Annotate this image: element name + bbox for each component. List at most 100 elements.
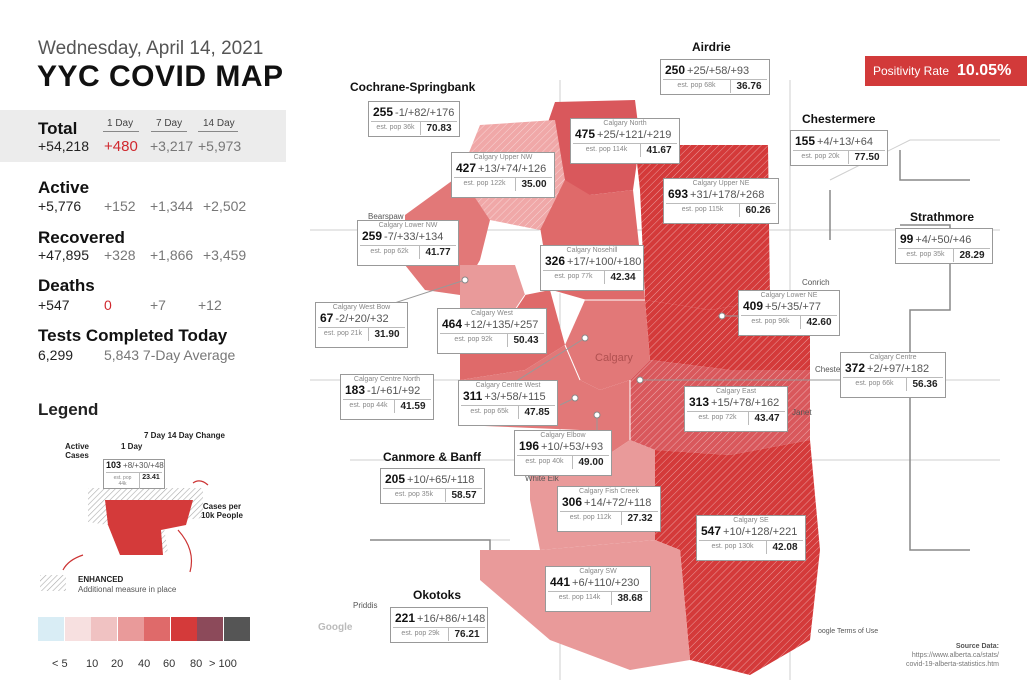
upper-nw-rate: 35.00 — [521, 179, 547, 190]
sw-pop: est. pop 114k — [548, 592, 612, 605]
east-box: Calgary East 313 +15/+78/+162 est. pop 72… — [684, 386, 788, 432]
okotoks-pop: est. pop 29k — [393, 628, 449, 641]
fish-creek-rate: 27.32 — [627, 513, 653, 524]
canmore-pop: est. pop 35k — [383, 489, 446, 502]
col-7day: 7 Day — [156, 118, 183, 129]
map-label-janet: Janet — [792, 408, 812, 417]
legend-example-rate: 23.41 — [142, 474, 160, 481]
west-chg: +12/+135/+257 — [464, 319, 539, 331]
east-rate: 43.47 — [754, 413, 780, 424]
chestermere-chg: +4/+13/+64 — [817, 136, 874, 148]
strathmore-pop: est. pop 35k — [898, 249, 954, 262]
strathmore-chg: +4/+50/+46 — [915, 234, 972, 246]
airdrie-chg: +25/+58/+93 — [687, 65, 750, 77]
north-pop: est. pop 114k — [573, 144, 641, 157]
west-pop: est. pop 92k — [440, 334, 508, 347]
lower-nw-box: Calgary Lower NW 259 -7/+33/+134 est. pop… — [357, 220, 459, 266]
lower-nw-name: Calgary Lower NW — [378, 222, 438, 229]
lower-nw-rate: 41.77 — [425, 247, 451, 258]
upper-nw-name: Calgary Upper NW — [473, 154, 533, 161]
upper-nw-pop: est. pop 122k — [454, 178, 516, 191]
scale-label: 10 — [86, 658, 99, 670]
chestermere-active: 155 — [795, 134, 816, 148]
sw-box: Calgary SW 441 +6/+110/+230 est. pop 114k… — [545, 566, 651, 612]
legend-region-shape — [105, 500, 193, 555]
scale-swatch — [64, 617, 91, 641]
se-chg: +10/+128/+221 — [723, 526, 798, 538]
upper-nw-chg: +13/+74/+126 — [478, 163, 547, 175]
active-value: +5,776 — [38, 198, 82, 214]
strathmore-title: Strathmore — [910, 210, 975, 224]
legend-active-cases: Active Cases — [64, 442, 89, 460]
map-terms[interactable]: oogle Terms of Use — [818, 628, 879, 635]
region-upper-ne-hatch — [635, 145, 770, 310]
okotoks-chg: +16/+86/+148 — [417, 613, 486, 625]
chestermere-pop: est. pop 20k — [793, 151, 849, 164]
col-1day: 1 Day — [107, 118, 134, 129]
lower-nw-pop: est. pop 62k — [360, 246, 420, 259]
canmore-title: Canmore & Banff — [383, 450, 482, 464]
map-label-white-elk: White Elk — [525, 474, 559, 483]
se-name: Calgary SE — [733, 517, 769, 524]
se-rate: 42.08 — [772, 542, 798, 553]
centre-name: Calgary Centre — [869, 354, 917, 361]
legend-1day: 1 Day — [121, 442, 143, 451]
lower-ne-box: Calgary Lower NE 409 +5/+35/+77 est. pop … — [738, 290, 840, 336]
lower-ne-name: Calgary Lower NE — [760, 292, 818, 299]
active-1day: +152 — [104, 198, 136, 214]
west-bow-chg: -2/+20/+32 — [335, 313, 389, 325]
legend-arrow — [62, 554, 84, 571]
strathmore-rate: 28.29 — [959, 250, 985, 261]
total-14day: +5,973 — [198, 138, 242, 154]
chestermere-rate: 77.50 — [854, 152, 880, 163]
west-rate: 50.43 — [513, 335, 539, 346]
lower-ne-chg: +5/+35/+77 — [765, 301, 822, 313]
se-pop: est. pop 130k — [699, 541, 767, 554]
map-label-conrich: Conrich — [802, 278, 830, 287]
recovered-label: Recovered — [38, 228, 125, 247]
se-box: Calgary SE 547 +10/+128/+221 est. pop 130… — [696, 515, 806, 561]
lower-ne-pop: est. pop 96k — [741, 316, 801, 329]
scale-swatch — [223, 617, 250, 641]
airdrie-pop: est. pop 68k — [663, 80, 731, 93]
centre-north-name: Calgary Centre North — [353, 376, 421, 383]
positivity-label: Positivity Rate — [873, 64, 950, 78]
centre-west-name: Calgary Centre West — [475, 382, 541, 389]
active-label: Active — [38, 178, 90, 197]
source-url-2[interactable]: covid-19-alberta-statistics.htm — [906, 661, 999, 668]
cochrane-active: 255 — [373, 105, 394, 119]
scale-label: 80 — [190, 658, 203, 670]
nosehill-chg: +17/+100/+180 — [567, 256, 642, 268]
upper-ne-pop: est. pop 115k — [666, 204, 740, 217]
total-value: +54,218 — [38, 138, 89, 154]
fish-creek-chg: +14/+72/+118 — [584, 497, 652, 509]
scale-label: > 100 — [209, 658, 237, 670]
region-centre — [565, 300, 650, 390]
scale-swatch — [117, 617, 144, 641]
scale-swatch — [170, 617, 197, 641]
lower-ne-active: 409 — [743, 299, 764, 313]
west-bow-name: Calgary West Bow — [332, 304, 391, 311]
total-1day: +480 — [104, 138, 138, 155]
source-url-1[interactable]: https://www.alberta.ca/stats/ — [911, 652, 999, 659]
upper-ne-box: Calgary Upper NE 693 +31/+178/+268 est. p… — [663, 178, 779, 224]
okotoks-title: Okotoks — [413, 588, 462, 602]
legend-example-active: 103 — [106, 460, 122, 470]
tests-value: 6,299 — [38, 347, 74, 363]
map-label-priddis: Priddis — [353, 601, 378, 610]
deaths-value: +547 — [38, 297, 70, 313]
airdrie-box: 250 +25/+58/+93 est. pop 68k 36.76 — [660, 59, 770, 95]
legend-7-14day: 7 Day 14 Day Change — [144, 431, 225, 440]
centre-north-chg: -1/+61/+92 — [367, 385, 421, 397]
col-underline — [198, 131, 238, 132]
scale-label: 60 — [163, 658, 176, 670]
elbow-pop: est. pop 40k — [517, 456, 573, 469]
strathmore-box: 99 +4/+50/+46 est. pop 35k 28.29 — [895, 228, 993, 264]
total-7day: +3,217 — [150, 138, 194, 154]
east-active: 313 — [689, 395, 710, 409]
cochrane-box: 255 -1/+82/+176 est. pop 36k 70.83 — [368, 101, 460, 137]
scale-label: 40 — [138, 658, 151, 670]
upper-ne-name: Calgary Upper NE — [692, 180, 750, 187]
page-title: YYC COVID MAP — [37, 60, 284, 93]
airdrie-active: 250 — [665, 63, 686, 77]
